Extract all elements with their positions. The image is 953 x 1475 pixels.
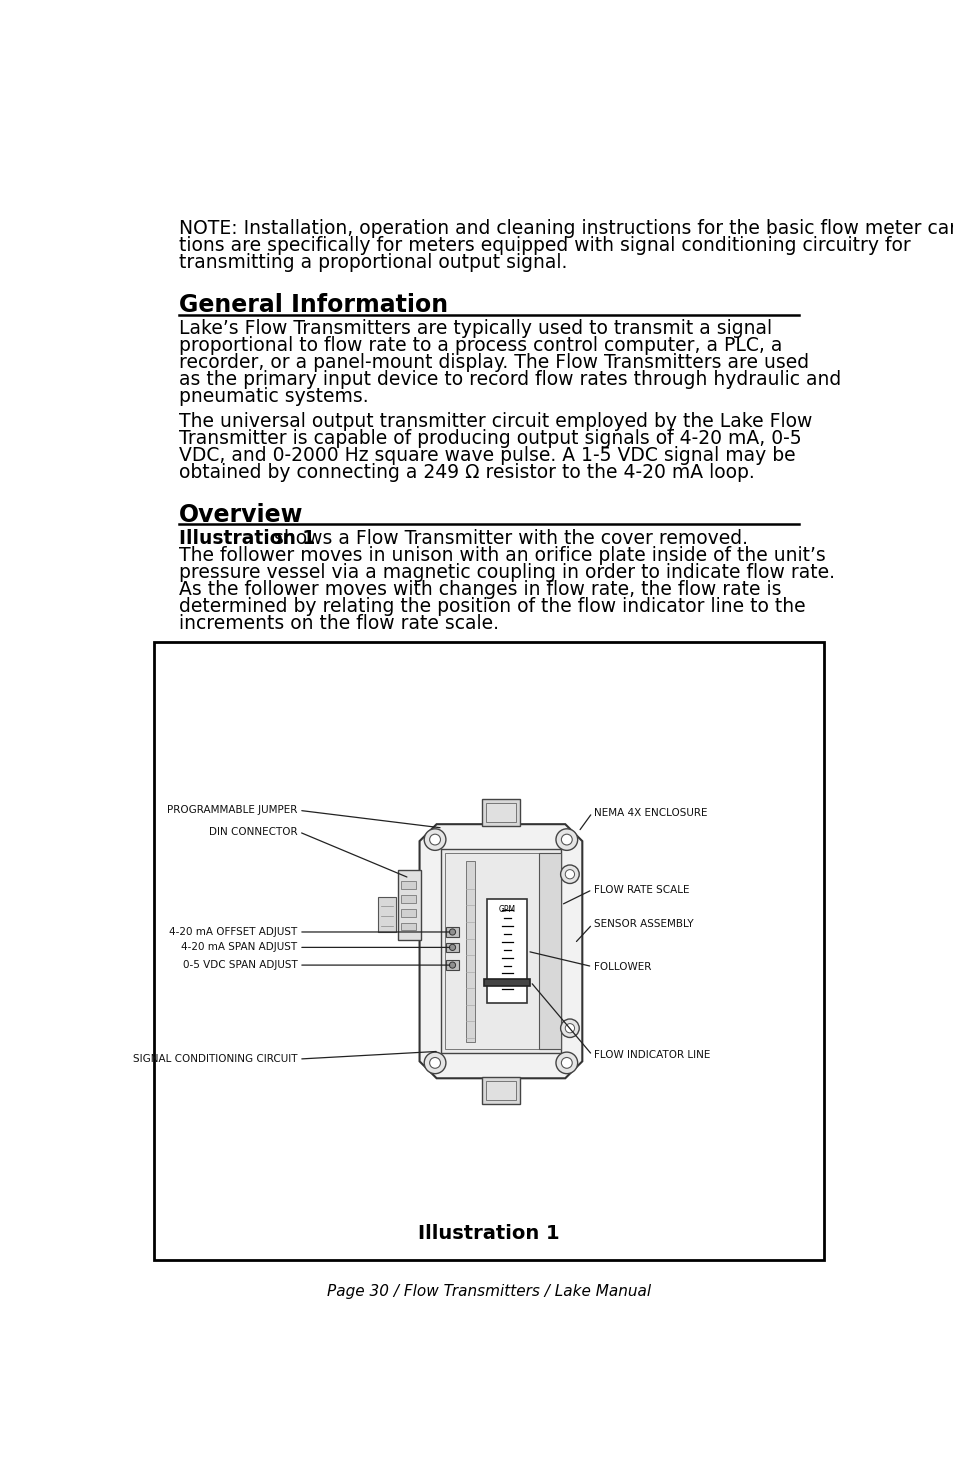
- Text: PROGRAMMABLE JUMPER: PROGRAMMABLE JUMPER: [167, 805, 297, 816]
- Text: DIN CONNECTOR: DIN CONNECTOR: [209, 827, 297, 836]
- Circle shape: [449, 944, 456, 950]
- Text: increments on the flow rate scale.: increments on the flow rate scale.: [179, 614, 498, 633]
- Text: pressure vessel via a magnetic coupling in order to indicate flow rate.: pressure vessel via a magnetic coupling …: [179, 563, 834, 581]
- Text: SENSOR ASSEMBLY: SENSOR ASSEMBLY: [594, 919, 693, 929]
- Circle shape: [449, 962, 456, 968]
- Text: General Information: General Information: [179, 294, 448, 317]
- Text: proportional to flow rate to a process control computer, a PLC, a: proportional to flow rate to a process c…: [179, 336, 781, 355]
- Bar: [445, 960, 459, 969]
- Text: The universal output transmitter circuit employed by the Lake Flow: The universal output transmitter circuit…: [179, 412, 811, 431]
- Text: Overview: Overview: [179, 503, 303, 527]
- Circle shape: [556, 829, 578, 851]
- Circle shape: [560, 1058, 572, 1068]
- Circle shape: [429, 1058, 440, 1068]
- Bar: [445, 943, 459, 951]
- Bar: [444, 853, 557, 1049]
- Circle shape: [449, 929, 456, 935]
- Bar: [483, 978, 530, 985]
- Text: SIGNAL CONDITIONING CIRCUIT: SIGNAL CONDITIONING CIRCUIT: [132, 1055, 297, 1063]
- Bar: [465, 861, 475, 1041]
- Text: pneumatic systems.: pneumatic systems.: [179, 388, 368, 406]
- Bar: [154, 642, 823, 1261]
- Text: The follower moves in unison with an orifice plate inside of the unit’s: The follower moves in unison with an ori…: [179, 546, 824, 565]
- Text: Illustration 1: Illustration 1: [179, 530, 314, 547]
- Text: as the primary input device to record flow rates through hydraulic and: as the primary input device to record fl…: [179, 370, 841, 389]
- Bar: [400, 909, 416, 916]
- Bar: [445, 928, 459, 937]
- Bar: [482, 1077, 519, 1103]
- Text: GPM: GPM: [498, 906, 516, 914]
- Bar: [482, 799, 519, 826]
- Text: FLOW RATE SCALE: FLOW RATE SCALE: [594, 885, 689, 895]
- Text: transmitting a proportional output signal.: transmitting a proportional output signa…: [179, 254, 567, 273]
- Text: Illustration 1: Illustration 1: [418, 1224, 559, 1243]
- Text: tions are specifically for meters equipped with signal conditioning circuitry fo: tions are specifically for meters equipp…: [179, 236, 910, 255]
- Text: shows a Flow Transmitter with the cover removed.: shows a Flow Transmitter with the cover …: [268, 530, 747, 547]
- Text: As the follower moves with changes in flow rate, the flow rate is: As the follower moves with changes in fl…: [179, 580, 781, 599]
- Text: FOLLOWER: FOLLOWER: [594, 962, 651, 972]
- Polygon shape: [419, 825, 581, 1078]
- Text: 0-5 VDC SPAN ADJUST: 0-5 VDC SPAN ADJUST: [183, 960, 297, 971]
- Circle shape: [560, 835, 572, 845]
- Text: NOTE: Installation, operation and cleaning instructions for the basic flow meter: NOTE: Installation, operation and cleani…: [179, 220, 953, 239]
- Text: Transmitter is capable of producing output signals of 4-20 mA, 0-5: Transmitter is capable of producing outp…: [179, 429, 801, 448]
- Bar: [486, 1081, 516, 1100]
- Circle shape: [424, 829, 445, 851]
- Bar: [486, 900, 527, 1003]
- Bar: [440, 850, 560, 1053]
- Text: 4-20 mA OFFSET ADJUST: 4-20 mA OFFSET ADJUST: [169, 926, 297, 937]
- Text: Page 30 / Flow Transmitters / Lake Manual: Page 30 / Flow Transmitters / Lake Manua…: [327, 1283, 650, 1298]
- Circle shape: [429, 835, 440, 845]
- Text: obtained by connecting a 249 Ω resistor to the 4-20 mA loop.: obtained by connecting a 249 Ω resistor …: [179, 463, 754, 482]
- Bar: [538, 853, 560, 1049]
- Text: 4-20 mA SPAN ADJUST: 4-20 mA SPAN ADJUST: [181, 943, 297, 953]
- Bar: [400, 923, 416, 931]
- Text: NEMA 4X ENCLOSURE: NEMA 4X ENCLOSURE: [594, 808, 707, 817]
- Bar: [397, 870, 420, 940]
- Circle shape: [560, 1019, 578, 1037]
- Bar: [400, 895, 416, 903]
- Bar: [400, 881, 416, 889]
- Circle shape: [565, 1024, 574, 1032]
- Text: recorder, or a panel-mount display. The Flow Transmitters are used: recorder, or a panel-mount display. The …: [179, 354, 808, 372]
- Circle shape: [556, 1052, 578, 1074]
- Text: determined by relating the position of the flow indicator line to the: determined by relating the position of t…: [179, 597, 804, 615]
- Circle shape: [565, 870, 574, 879]
- Text: VDC, and 0-2000 Hz square wave pulse. A 1-5 VDC signal may be: VDC, and 0-2000 Hz square wave pulse. A …: [179, 445, 795, 465]
- Bar: [378, 897, 395, 932]
- Text: Lake’s Flow Transmitters are typically used to transmit a signal: Lake’s Flow Transmitters are typically u…: [179, 320, 771, 338]
- Circle shape: [424, 1052, 445, 1074]
- Bar: [486, 802, 516, 822]
- Text: FLOW INDICATOR LINE: FLOW INDICATOR LINE: [594, 1050, 710, 1061]
- Circle shape: [560, 864, 578, 884]
